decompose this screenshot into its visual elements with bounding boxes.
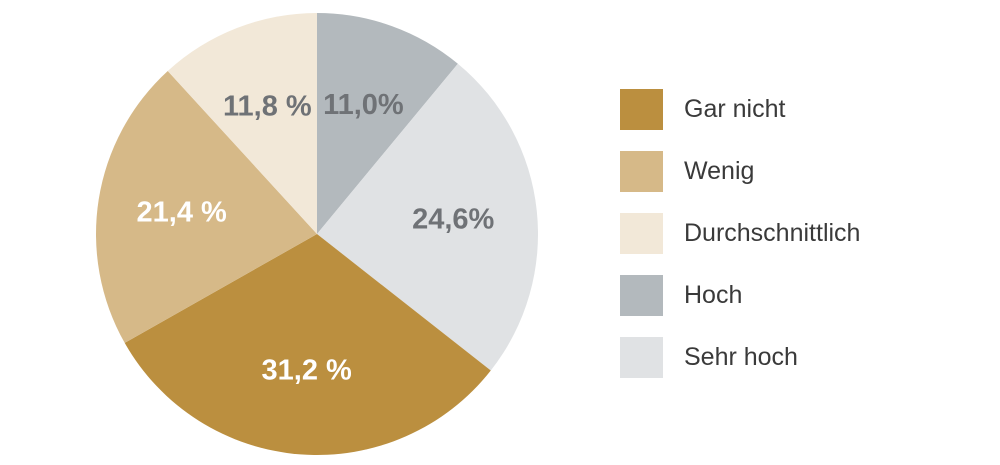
legend-label: Durchschnittlich — [684, 219, 861, 247]
pie-slice-labels: 11,0% 24,6% 31,2 % 21,4 % 11,8 % — [137, 89, 495, 387]
legend-label: Sehr hoch — [684, 343, 798, 371]
pie-slice-hoch — [317, 13, 458, 234]
pie-slice-value-label: 11,8 % — [223, 90, 312, 122]
pie-slice-wenig — [95, 71, 318, 343]
pie-slice-value-label: 11,0% — [323, 89, 404, 121]
legend-item-durchschnittlich: Durchschnittlich — [620, 213, 980, 254]
pie-slices — [95, 13, 538, 455]
legend-item-sehr-hoch: Sehr hoch — [620, 337, 980, 378]
chart-legend: Gar nicht Wenig Durchschnittlich Hoch Se… — [620, 89, 980, 399]
pie-slice-value-label: 21,4 % — [137, 197, 227, 229]
legend-item-gar-nicht: Gar nicht — [620, 89, 980, 130]
pie-slice-gar-nicht — [124, 234, 491, 455]
legend-label: Wenig — [684, 157, 755, 185]
legend-swatch — [620, 213, 663, 254]
legend-label: Hoch — [684, 281, 743, 309]
pie-slice-value-label: 31,2 % — [262, 355, 352, 387]
legend-swatch — [620, 275, 663, 316]
legend-swatch — [620, 151, 663, 192]
pie-slice-durchschnittlich — [167, 13, 317, 234]
legend-swatch — [620, 337, 663, 378]
pie-slice-sehr-hoch — [317, 63, 538, 371]
pie-slice-value-label: 24,6% — [412, 203, 494, 235]
legend-item-hoch: Hoch — [620, 275, 980, 316]
legend-label: Gar nicht — [684, 95, 786, 123]
legend-swatch — [620, 89, 663, 130]
legend-item-wenig: Wenig — [620, 151, 980, 192]
